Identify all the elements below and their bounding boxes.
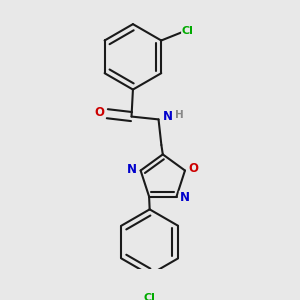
Text: H: H bbox=[175, 110, 183, 120]
Text: O: O bbox=[94, 106, 104, 119]
Text: N: N bbox=[179, 191, 190, 205]
Text: Cl: Cl bbox=[182, 26, 194, 35]
Text: Cl: Cl bbox=[144, 292, 156, 300]
Text: N: N bbox=[127, 163, 137, 176]
Text: N: N bbox=[163, 110, 172, 123]
Text: O: O bbox=[188, 162, 199, 175]
